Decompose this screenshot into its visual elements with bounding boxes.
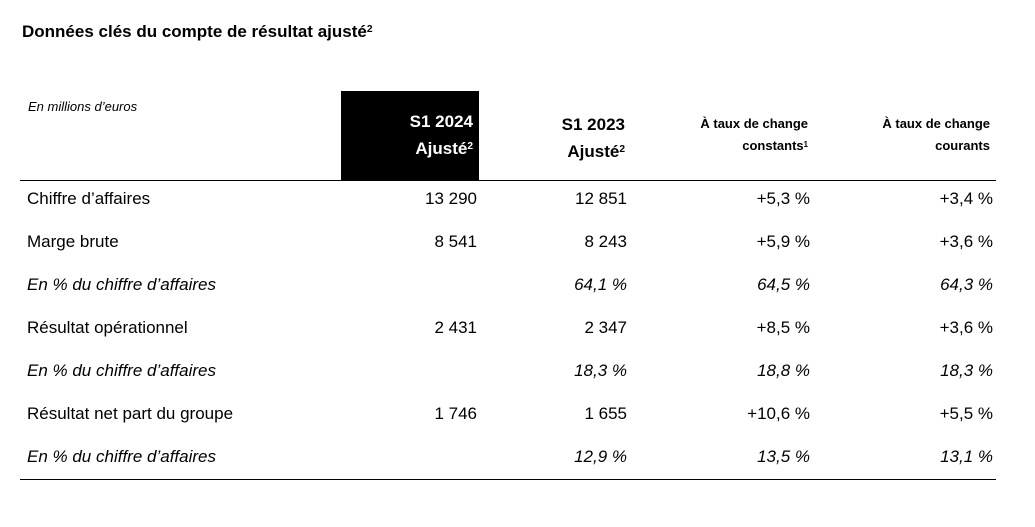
table-row-gross-margin-pct: En % du chiffre d’affaires 64,1 % 64,5 %… [0, 266, 1035, 309]
cell-current-rates: +5,5 % [939, 404, 993, 423]
cell-current-rates: 64,3 % [940, 275, 993, 294]
unit-label: En millions d’euros [28, 99, 138, 114]
cell-s1-2024: 13 290 [425, 189, 477, 208]
page-title: Données clés du compte de résultat ajust… [22, 22, 373, 41]
column-header-s1-2023: S1 2023 Ajusté2 [561, 115, 625, 161]
cell-current-rates: +3,6 % [939, 318, 993, 337]
cell-s1-2023: 18,3 % [574, 361, 627, 380]
table-row-revenue: Chiffre d’affaires 13 290 12 851 +5,3 % … [0, 180, 1035, 223]
column-header-current-rates: À taux de change courants [882, 116, 990, 153]
cell-s1-2024: 2 431 [434, 318, 477, 337]
row-label: Résultat net part du groupe [27, 404, 234, 423]
cell-current-rates: 18,3 % [940, 361, 993, 380]
header-divider [20, 180, 996, 181]
row-label: En % du chiffre d’affaires [27, 361, 216, 380]
cell-current-rates: +3,4 % [939, 189, 993, 208]
table-row-net-income-pct: En % du chiffre d’affaires 12,9 % 13,5 %… [0, 438, 1035, 481]
cell-s1-2023: 2 347 [584, 318, 627, 337]
cell-s1-2023: 1 655 [584, 404, 627, 423]
cell-current-rates: +3,6 % [939, 232, 993, 251]
table-row-gross-margin: Marge brute 8 541 8 243 +5,9 % +3,6 % [0, 223, 1035, 266]
cell-s1-2023: 64,1 % [574, 275, 627, 294]
cell-s1-2024: 8 541 [434, 232, 477, 251]
title-footnote-marker: 2 [366, 24, 373, 36]
cell-s1-2023: 8 243 [584, 232, 627, 251]
cell-s1-2023: 12 851 [575, 189, 627, 208]
cell-constant-rates: +10,6 % [747, 404, 810, 423]
highlighted-column-header-background [341, 91, 479, 180]
cell-constant-rates: 18,8 % [757, 361, 810, 380]
results-table-body: Chiffre d’affaires 13 290 12 851 +5,3 % … [0, 180, 1035, 481]
row-label: Résultat opérationnel [27, 318, 188, 337]
row-label: Marge brute [27, 232, 119, 251]
row-label: En % du chiffre d’affaires [27, 447, 216, 466]
table-row-operating-income: Résultat opérationnel 2 431 2 347 +8,5 %… [0, 309, 1035, 352]
column-header-s1-2024: S1 2024 Ajusté2 [409, 112, 473, 158]
cell-constant-rates: 64,5 % [757, 275, 810, 294]
cell-current-rates: 13,1 % [940, 447, 993, 466]
row-label: En % du chiffre d’affaires [27, 275, 216, 294]
cell-constant-rates: +5,9 % [756, 232, 810, 251]
column-header-constant-rates: À taux de change constants1 [700, 116, 808, 153]
cell-constant-rates: +5,3 % [756, 189, 810, 208]
table-row-net-income: Résultat net part du groupe 1 746 1 655 … [0, 395, 1035, 438]
cell-s1-2023: 12,9 % [574, 447, 627, 466]
cell-constant-rates: 13,5 % [757, 447, 810, 466]
cell-constant-rates: +8,5 % [756, 318, 810, 337]
table-row-operating-income-pct: En % du chiffre d’affaires 18,3 % 18,8 %… [0, 352, 1035, 395]
table-bottom-rule [20, 479, 996, 480]
cell-s1-2024: 1 746 [434, 404, 477, 423]
row-label: Chiffre d’affaires [27, 189, 151, 208]
